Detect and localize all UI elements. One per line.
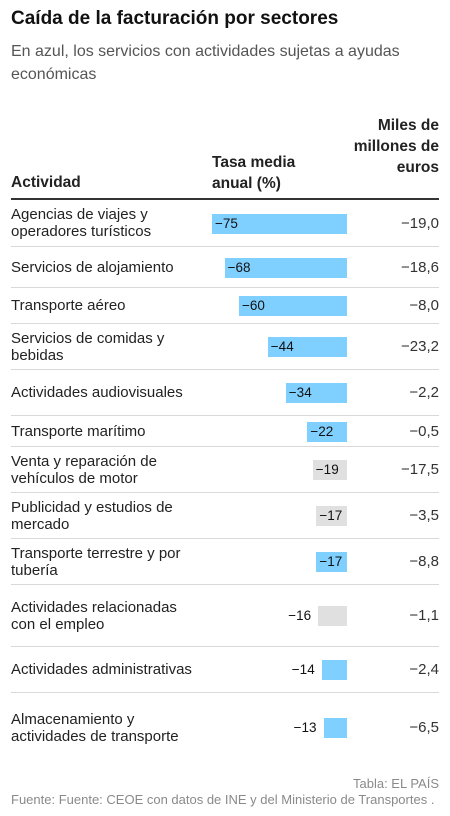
activity-label: Publicidad y estudios de mercado	[11, 498, 173, 533]
rate-label: −60	[242, 298, 265, 313]
rate-label: −44	[270, 339, 294, 354]
rate-label: −75	[215, 215, 238, 231]
rate-bar	[323, 717, 347, 738]
table-row: Servicios de alojamiento −68 −18,6	[11, 247, 439, 288]
rate-bar	[307, 421, 347, 442]
amount-value: −2,4	[409, 661, 439, 678]
chart-subtitle: En azul, los servicios con actividades s…	[11, 43, 400, 83]
table-row: Almacenamiento y actividades de transpor…	[11, 693, 439, 762]
rate-label: −22	[310, 423, 334, 439]
activity-label: Venta y reparación de vehículos de motor	[11, 452, 157, 487]
amount-value: −23,2	[401, 338, 439, 355]
header-activity: Actividad	[11, 174, 81, 191]
table-row: Servicios de comidas y bebidas −44 −23,2	[11, 324, 439, 370]
amount-value: −6,5	[409, 719, 439, 736]
amount-value: −8,8	[409, 553, 439, 570]
chart-title: Caída de la facturación por sectores	[11, 8, 339, 29]
rate-bar	[316, 506, 347, 526]
amount-value: −2,2	[409, 384, 439, 401]
rate-label: −14	[291, 662, 315, 677]
rate-bar	[239, 296, 347, 316]
rate-bar	[316, 552, 347, 572]
rate-bar	[267, 337, 347, 357]
rate-label: −16	[288, 608, 312, 623]
table-row: Agencias de viajes y operadores turístic…	[11, 200, 439, 247]
table-row: Actividades administrativas −14 −2,4	[11, 647, 439, 693]
table-row: Actividades relacionadas con el empleo −1…	[11, 585, 439, 647]
header-amount: Miles de millones de euros	[353, 117, 439, 176]
activity-label: Transporte marítimo	[11, 422, 146, 440]
table-row: Transporte terrestre y por tubería −17 −8,…	[11, 539, 439, 585]
activity-label: Transporte terrestre y por tubería	[11, 544, 181, 579]
activity-label: Transporte aéreo	[11, 297, 126, 314]
rate-label: −68	[227, 259, 251, 275]
amount-value: −3,5	[409, 507, 439, 524]
activity-label: Servicios de comidas y bebidas	[11, 329, 165, 364]
amount-value: −18,6	[401, 258, 439, 276]
rate-label: −19	[315, 462, 339, 477]
rate-bar	[321, 660, 347, 680]
activity-label: Actividades audiovisuales	[11, 384, 183, 401]
rate-bar	[312, 460, 347, 480]
amount-value: −0,5	[409, 422, 439, 440]
amount-value: −19,0	[401, 214, 439, 232]
rate-bar	[212, 213, 347, 234]
activity-label: Servicios de alojamiento	[11, 258, 174, 276]
rate-label: −13	[293, 719, 317, 735]
rate-label: −17	[319, 554, 343, 569]
activity-label: Almacenamiento y actividades de transpor…	[11, 710, 179, 745]
amount-value: −1,1	[409, 607, 439, 624]
header-rule	[11, 198, 439, 200]
table-row: Transporte aéreo −60 −8,0	[11, 288, 439, 324]
rate-bar	[224, 257, 347, 278]
activity-label: Actividades relacionadas con el empleo	[11, 598, 177, 633]
amount-value: −8,0	[409, 297, 439, 314]
table-row: Transporte marítimo −22 −0,5	[11, 416, 439, 447]
activity-label: Agencias de viajes y operadores turístic…	[11, 206, 152, 240]
amount-value: −17,5	[401, 461, 439, 478]
rate-label: −17	[319, 508, 343, 523]
table-row: Venta y reparación de vehículos de motor…	[11, 447, 439, 493]
header-rate: Tasa media anual (%)	[212, 154, 296, 192]
rate-label: −34	[288, 385, 312, 400]
credit: Tabla: EL PAÍS	[353, 776, 439, 791]
source-note: Fuente: Fuente: CEOE con datos de INE y …	[11, 792, 435, 807]
table-row: Publicidad y estudios de mercado −17 −3,5	[11, 493, 439, 539]
table-row: Actividades audiovisuales −34 −2,2	[11, 370, 439, 416]
rate-bar	[285, 383, 347, 403]
rate-bar	[318, 606, 347, 626]
activity-label: Actividades administrativas	[11, 661, 192, 678]
